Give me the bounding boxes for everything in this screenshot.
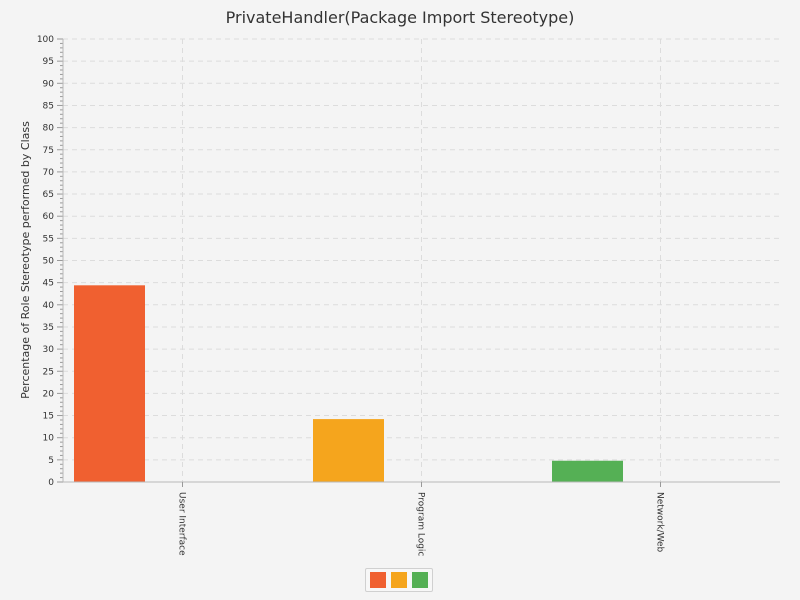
bar [74, 285, 145, 482]
y-tick-label: 40 [43, 301, 55, 311]
y-tick-label: 25 [43, 367, 54, 377]
y-tick-label: 100 [37, 35, 54, 45]
axes [57, 38, 780, 487]
y-tick-label: 15 [43, 412, 54, 422]
labels: 0 5 10 15 20 25 30 35 40 45 50 55 60 65 70 75 80 85 90 95 10… [37, 35, 665, 556]
y-tick-label: 50 [43, 257, 55, 267]
bar [313, 419, 384, 482]
y-tick-label: 10 [43, 434, 55, 444]
bar [552, 460, 623, 482]
y-tick-label: 95 [43, 57, 54, 67]
legend-swatch [370, 572, 386, 588]
y-tick-label: 60 [43, 212, 55, 222]
legend-swatch [391, 572, 407, 588]
grid [63, 38, 780, 482]
chart-title: PrivateHandler(Package Import Stereotype… [226, 8, 575, 27]
y-tick-label: 80 [43, 124, 55, 134]
y-tick-label: 30 [43, 345, 55, 355]
y-tick-label: 20 [43, 389, 55, 399]
legend [365, 568, 433, 592]
y-tick-label: 70 [43, 168, 55, 178]
x-category-label: Program Logic [416, 492, 426, 556]
y-tick-label: 45 [43, 279, 54, 289]
y-tick-label: 90 [43, 79, 55, 89]
y-tick-label: 65 [43, 190, 54, 200]
y-tick-label: 85 [43, 101, 54, 111]
y-tick-label: 75 [43, 146, 54, 156]
legend-swatch [412, 572, 428, 588]
y-axis-label: Percentage of Role Stereotype performed … [19, 121, 32, 399]
x-category-label: Network/Web [655, 492, 665, 553]
y-tick-label: 5 [48, 456, 54, 466]
y-tick-label: 0 [48, 478, 54, 488]
y-tick-label: 55 [43, 234, 54, 244]
x-category-label: User Interface [177, 492, 187, 556]
bars [74, 285, 623, 482]
y-tick-label: 35 [43, 323, 54, 333]
